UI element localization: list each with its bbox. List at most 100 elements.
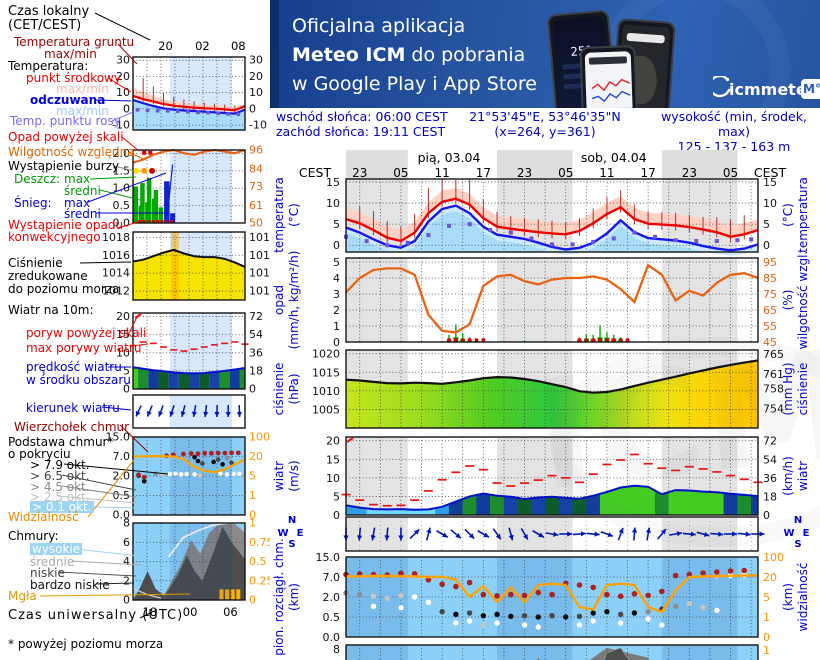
mini-cloud-cover-panel: 8 6 4 2 0 1 0.75 0.5 0.25 0	[123, 517, 270, 607]
svg-text:1018: 1018	[102, 231, 130, 244]
svg-text:30: 30	[116, 54, 130, 67]
svg-text:ICM: ICM	[529, 318, 820, 524]
svg-text:1.5: 1.5	[113, 164, 131, 177]
svg-text:55: 55	[763, 320, 777, 333]
svg-text:5: 5	[333, 218, 340, 231]
legend-label-bardzo-niskie: bardzo niskie	[30, 578, 110, 592]
icmmeteo-logo[interactable]: icmmeteo M°	[713, 76, 820, 104]
svg-text:0.25: 0.25	[249, 574, 270, 587]
mini-pressure-panel: 1018 1016 1014 1012 1018 1016 1014 1012	[102, 231, 270, 301]
svg-text:0: 0	[123, 594, 130, 607]
svg-text:1: 1	[333, 320, 340, 333]
svg-text:100: 100	[249, 431, 270, 444]
svg-text:(m/s): (m/s)	[287, 460, 301, 491]
svg-text:05: 05	[393, 166, 408, 180]
legend-label-podstawa-2: o pokryciu	[8, 447, 71, 461]
svg-text:W: W	[783, 528, 794, 539]
svg-text:2: 2	[123, 574, 130, 587]
svg-text:0: 0	[333, 509, 340, 522]
svg-text:73: 73	[249, 180, 263, 193]
svg-text:1: 1	[763, 611, 770, 624]
svg-text:0: 0	[249, 102, 256, 115]
svg-text:0: 0	[763, 631, 770, 644]
svg-text:72: 72	[763, 435, 777, 448]
svg-text:1016: 1016	[102, 249, 130, 262]
svg-text:0.0: 0.0	[323, 631, 341, 644]
banner-line1: Oficjalna aplikacja	[292, 15, 466, 37]
svg-text:ciśnienie: ciśnienie	[796, 363, 810, 416]
svg-text:(mm/h, kg/m²/h): (mm/h, kg/m²/h)	[287, 251, 301, 350]
legend-label-mgla: Mgła	[8, 589, 37, 603]
svg-text:765: 765	[763, 348, 784, 361]
legend-label-okt45: > 4.5 okt.	[30, 480, 90, 494]
svg-text:100: 100	[763, 551, 784, 564]
svg-text:20: 20	[116, 310, 130, 323]
legend-label-cisnienie-1: Ciśnienie	[8, 256, 63, 270]
svg-text:65: 65	[763, 304, 777, 317]
legend-label-cisnienie-3: do poziomu morza	[8, 282, 120, 296]
legend-label-wysokie: wysokie	[30, 542, 83, 556]
svg-text:84: 84	[249, 163, 263, 176]
time-axis-row: CEST CEST 23 05 11 17 23 05 11 17 23 05 pią, 03.04 so…	[299, 150, 786, 180]
svg-text:30: 30	[249, 54, 263, 67]
logo-text: icmmeteo	[729, 80, 818, 99]
legend-label-czas-lokalny-2: (CET/CEST)	[8, 18, 82, 33]
svg-text:85: 85	[763, 272, 777, 285]
svg-text:0: 0	[249, 509, 256, 522]
svg-text:08: 08	[231, 39, 246, 53]
legend-label-podstawa-1: Podstawa chmur*	[8, 435, 114, 449]
legend-label-burza: Wystąpienie burzy	[8, 159, 120, 173]
svg-text:S: S	[288, 539, 295, 550]
svg-text:0: 0	[333, 336, 340, 349]
svg-text:23: 23	[352, 166, 367, 180]
header-info: wschód słońca: 06:00 CEST zachód słońca:…	[270, 108, 820, 154]
svg-text:761: 761	[763, 368, 784, 381]
svg-text:10: 10	[763, 197, 777, 210]
legend-label-chmury: Chmury:	[8, 529, 59, 543]
svg-text:ciśnienie: ciśnienie	[272, 363, 286, 416]
svg-text:(km/h): (km/h)	[781, 456, 795, 496]
svg-text:pion. rozciągł. chm.: pion. rozciągł. chm.	[272, 538, 286, 656]
svg-text:1: 1	[249, 517, 256, 530]
svg-text:1020: 1020	[312, 348, 340, 361]
svg-text:1018: 1018	[249, 231, 270, 244]
svg-text:15.0: 15.0	[316, 551, 341, 564]
legend-label-opad-powyzej: Opad powyżej skali	[8, 130, 124, 144]
svg-text:20: 20	[763, 571, 777, 584]
svg-text:8: 8	[123, 517, 130, 530]
svg-text:5: 5	[763, 591, 770, 604]
banner-app-name: Meteo ICM	[292, 44, 406, 66]
svg-text:36: 36	[763, 472, 777, 485]
svg-text:06: 06	[223, 605, 238, 619]
svg-text:(km): (km)	[781, 583, 795, 611]
grid-coords: (x=264, y=361)	[494, 124, 596, 139]
legend-label-snieg-max: max	[64, 196, 91, 210]
svg-text:(mm Hg): (mm Hg)	[781, 362, 795, 415]
svg-text:0: 0	[763, 509, 770, 522]
svg-text:20: 20	[116, 70, 130, 83]
svg-text:1: 1	[763, 644, 770, 657]
svg-text:0.5: 0.5	[323, 611, 341, 624]
svg-text:23: 23	[517, 166, 532, 180]
svg-text:3: 3	[333, 288, 340, 301]
svg-text:1012: 1012	[249, 285, 270, 298]
svg-text:S: S	[794, 539, 801, 550]
svg-text:54: 54	[249, 328, 263, 341]
svg-text:10: 10	[249, 86, 263, 99]
mini-precip-panel: 2.0 1.5 1.0 0.5 0.0 96 84 73 61 50	[113, 144, 264, 230]
app-banner[interactable]: Oficjalna aplikacja Meteo ICM do pobrani…	[270, 0, 820, 108]
svg-text:1014: 1014	[249, 267, 270, 280]
svg-text:8: 8	[333, 643, 340, 656]
svg-text:1005: 1005	[312, 403, 340, 416]
svg-text:N: N	[288, 515, 296, 526]
legend-label-deszcz-max: max	[64, 172, 91, 186]
svg-text:61: 61	[249, 199, 263, 212]
sunset-time: zachód słońca: 19:11 CEST	[276, 124, 446, 139]
svg-text:02: 02	[195, 39, 210, 53]
banner-line2: Meteo ICM do pobrania	[292, 41, 537, 70]
